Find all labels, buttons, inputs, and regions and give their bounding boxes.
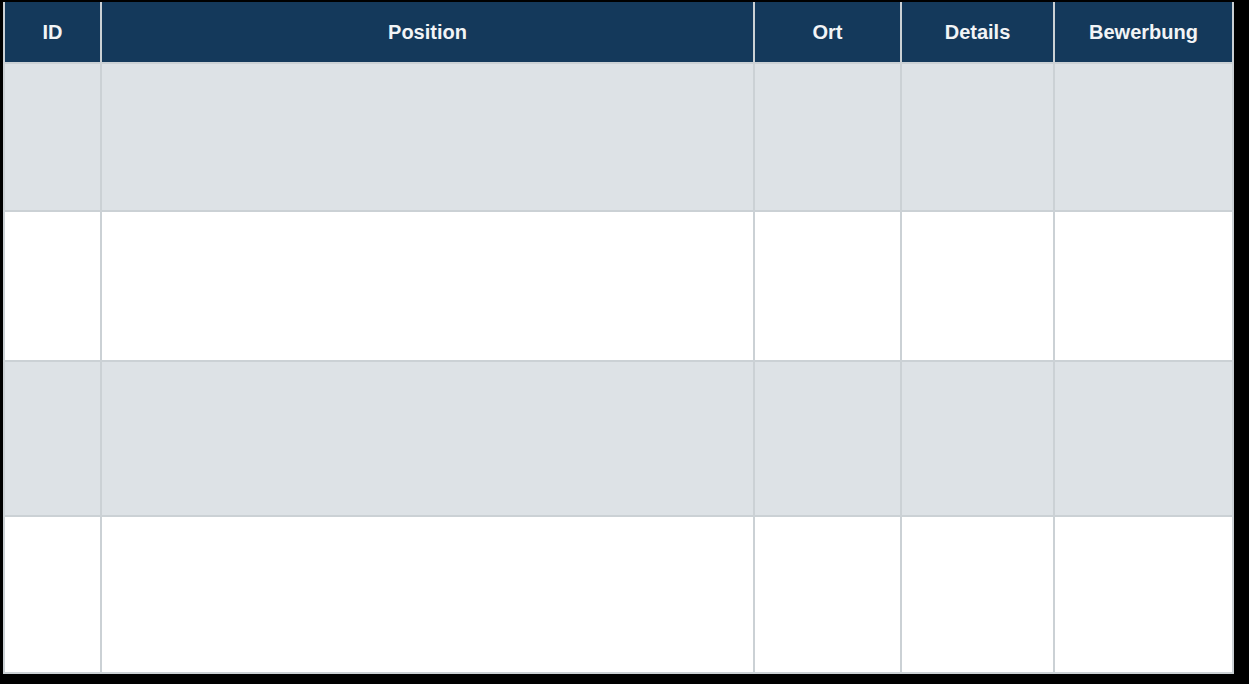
column-header-ort: Ort (754, 2, 901, 63)
cell-details (901, 211, 1054, 361)
column-header-id: ID (4, 2, 101, 63)
cell-bewerbung (1054, 63, 1233, 211)
cell-ort (754, 63, 901, 211)
column-header-details: Details (901, 2, 1054, 63)
cell-id (4, 361, 101, 516)
table-body (4, 63, 1233, 673)
table-row (4, 361, 1233, 516)
table-row (4, 516, 1233, 673)
cell-bewerbung (1054, 211, 1233, 361)
table-header-row: ID Position Ort Details Bewerbung (4, 2, 1233, 63)
cell-details (901, 516, 1054, 673)
cell-position (101, 361, 754, 516)
cell-details (901, 361, 1054, 516)
job-table: ID Position Ort Details Bewerbung (3, 2, 1234, 674)
cell-ort (754, 516, 901, 673)
table-row (4, 63, 1233, 211)
column-header-bewerbung: Bewerbung (1054, 2, 1233, 63)
cell-bewerbung (1054, 516, 1233, 673)
cell-ort (754, 211, 901, 361)
cell-bewerbung (1054, 361, 1233, 516)
cell-position (101, 211, 754, 361)
cell-position (101, 63, 754, 211)
cell-id (4, 63, 101, 211)
job-table-container: ID Position Ort Details Bewerbung (3, 2, 1232, 673)
table-row (4, 211, 1233, 361)
cell-position (101, 516, 754, 673)
cell-id (4, 516, 101, 673)
cell-details (901, 63, 1054, 211)
cell-ort (754, 361, 901, 516)
column-header-position: Position (101, 2, 754, 63)
cell-id (4, 211, 101, 361)
